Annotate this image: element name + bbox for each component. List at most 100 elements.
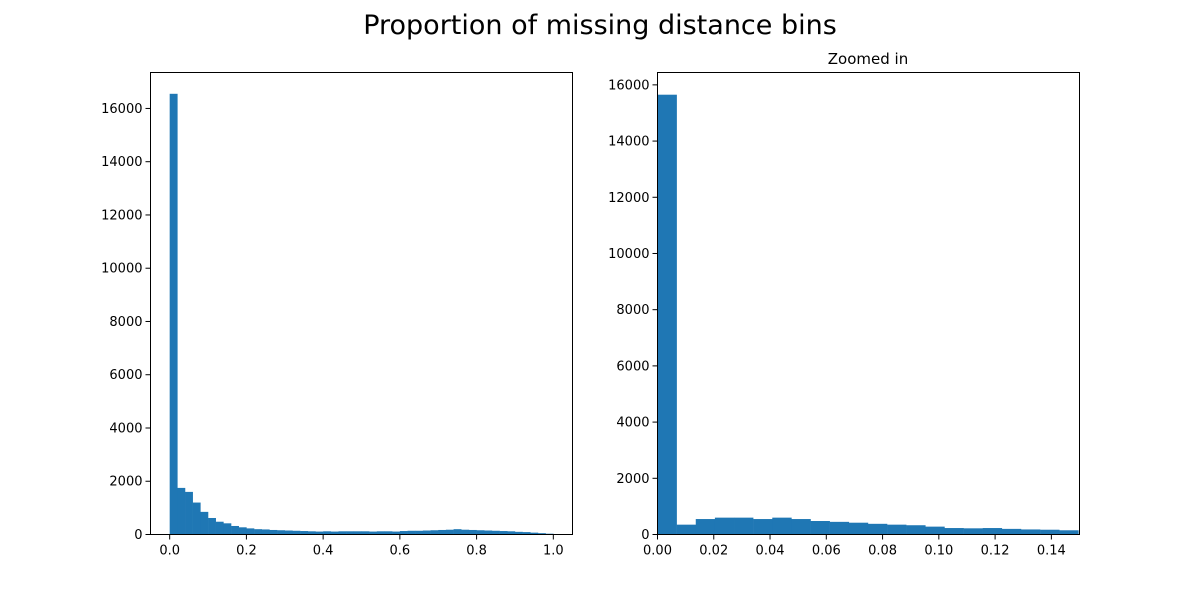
histogram-bar [422,530,431,535]
histogram-bar [277,530,286,535]
y-tick-label: 12000 [101,208,142,223]
x-tick-label: 0.14 [1037,544,1066,559]
histogram-bar [484,530,493,535]
histogram-zoomed-in: Zoomed in 0.00 0.02 0.04 0.06 0.08 0.10 0.12 0.… [608,50,1080,559]
histogram-bar [772,517,792,535]
histogram-bar [491,530,500,535]
histogram-bar [430,530,439,535]
histogram-bar [361,531,370,535]
y-tick-label: 10000 [101,262,142,277]
histogram-bar [292,530,301,535]
x-tick-label: 0.12 [981,544,1010,559]
histogram-bar [269,529,278,535]
x-tick-label: 0.8 [466,544,487,559]
histogram-zoomed-in-ticks: 0.00 0.02 0.04 0.06 0.08 0.10 0.12 0.14 0 2000 400… [608,78,1066,558]
x-tick-label: 0.2 [236,544,257,559]
histogram-bar [399,531,408,535]
y-tick-label: 6000 [616,359,649,374]
y-tick-label: 4000 [616,416,649,431]
histogram-bar [185,491,193,535]
histogram-bar [300,531,309,535]
histogram-bar [445,529,454,535]
histogram-bar [906,525,926,535]
y-tick-label: 4000 [109,421,142,436]
histogram-full-range-bars [169,93,554,535]
histogram-bar [1001,528,1022,535]
histogram-bar [246,528,255,535]
histogram-bar [514,531,523,535]
histogram-bar [284,530,293,535]
histogram-zoomed-in-bars [657,94,1079,535]
axes-title-zoomed: Zoomed in [828,50,908,68]
histogram-bar [982,528,1003,535]
histogram-bar [261,529,270,535]
histogram-bar [530,532,539,535]
histogram-bar [537,533,546,535]
histogram-bar [330,531,339,535]
histogram-bar [254,529,262,535]
histogram-bar [376,531,385,535]
histogram-bar [810,521,830,535]
histogram-bar [1020,529,1041,535]
histogram-bar [384,531,393,535]
x-tick-label: 1.0 [543,544,564,559]
y-tick-label: 8000 [616,303,649,318]
x-tick-label: 0.04 [756,544,785,559]
histogram-bar [468,529,477,535]
y-tick-label: 16000 [101,102,142,117]
histogram-bar [695,519,716,535]
histogram-bar [714,517,735,535]
histogram-bar [829,521,850,535]
histogram-bar [238,527,247,535]
y-tick-label: 12000 [608,191,649,206]
histogram-bar [476,530,485,535]
histogram-bar [200,511,209,535]
histogram-bar [353,531,362,535]
histogram-bar [307,531,316,535]
x-tick-label: 0.10 [924,544,953,559]
histogram-bar [676,524,697,535]
x-tick-label: 0.02 [699,544,728,559]
y-tick-label: 2000 [109,475,142,490]
x-tick-label: 0.4 [313,544,334,559]
histogram-bar [1059,530,1079,535]
histogram-bar [963,528,983,535]
histogram-full-range-ticks: 0.0 0.2 0.4 0.6 0.8 1.0 0 2000 4000 6000 8000 10000… [101,102,564,559]
histogram-bar [1040,529,1060,535]
histogram-bar [338,531,347,535]
y-tick-label: 2000 [616,472,649,487]
histogram-bar [925,526,945,535]
histogram-bar [944,528,964,535]
y-tick-label: 14000 [101,155,142,170]
histogram-bar [734,517,754,535]
histogram-bar [867,523,888,535]
histogram-bar [323,531,332,535]
x-tick-label: 0.0 [159,544,180,559]
axes-frame-full-range [150,72,573,535]
histogram-bar [522,532,531,535]
histogram-bar [177,487,186,535]
histogram-bar [346,531,355,535]
histogram-bar [192,502,201,535]
histogram-bar [407,530,416,535]
histogram-bar [657,94,677,535]
histogram-bar [415,530,424,535]
x-tick-label: 0.00 [643,544,672,559]
histogram-bar [223,523,232,535]
histogram-bar [231,525,239,535]
histogram-bar [169,93,178,535]
y-tick-label: 14000 [608,135,649,150]
y-tick-label: 6000 [109,368,142,383]
histogram-bar [461,529,470,535]
histogram-bar [499,531,508,535]
histogram-bar [887,524,907,535]
histogram-bar [848,522,869,535]
x-tick-label: 0.6 [390,544,411,559]
y-tick-label: 10000 [608,247,649,262]
y-tick-label: 8000 [109,315,142,330]
histogram-bar [753,519,773,535]
histogram-bar [315,531,324,535]
histogram-bar [438,529,447,535]
y-tick-label: 0 [641,528,649,543]
